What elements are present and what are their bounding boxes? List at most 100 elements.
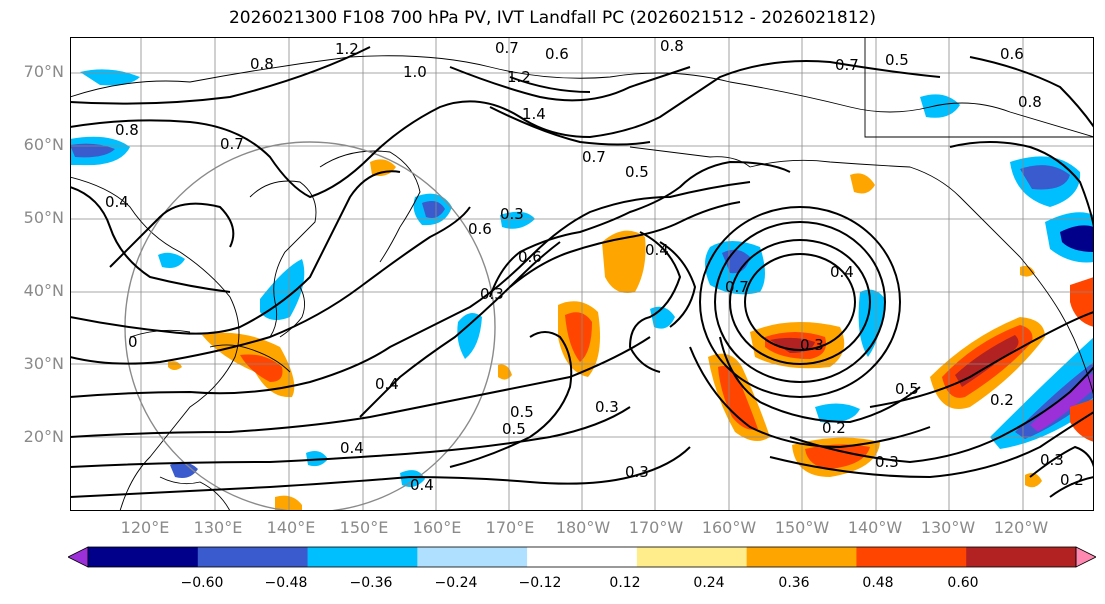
contour-label: 1.2: [335, 40, 359, 58]
lon-label: 150°E: [339, 518, 389, 537]
contour-label: 0.4: [375, 375, 399, 393]
lon-label: 130°W: [920, 518, 976, 537]
shade-warm-patch: [1020, 265, 1035, 277]
contour-label: 0.5: [885, 51, 909, 69]
shade-blue-patch: [400, 470, 425, 487]
contour-label: 0.3: [800, 336, 824, 354]
contour-label: 0.6: [518, 248, 542, 266]
shade-warm-patch: [718, 366, 758, 430]
shade-purple-band: [1030, 372, 1094, 432]
colorbar-tick-label: −0.12: [518, 575, 562, 591]
lon-label: 170°E: [485, 518, 535, 537]
lat-label: 70°N: [23, 62, 64, 81]
contour-label: 0.6: [468, 220, 492, 238]
contour-label: 0.7: [495, 39, 519, 57]
map-panel: 1.2 0.8 0.7 0.6 1.0 1.2 1.4 0.8 0.7 0.5 …: [70, 37, 1094, 511]
colorbar-tick-label: 0.36: [778, 575, 810, 591]
shade-purple-band: [990, 337, 1094, 449]
shade-warm-patch: [1025, 473, 1042, 488]
map-title: 2026021300 F108 700 hPa PV, IVT Landfall…: [228, 8, 876, 28]
contour-label: 0.8: [660, 37, 684, 55]
shade-warm-patch: [240, 354, 283, 382]
contour-label: 0.7: [835, 56, 859, 74]
shade-blue-patch: [457, 313, 482, 359]
contour-label: 0.8: [115, 121, 139, 139]
shade-warm-patch: [805, 444, 870, 469]
colorbar-segment: [527, 547, 638, 567]
contour-label: 0.4: [830, 263, 854, 281]
colorbar-tick-label: −0.48: [264, 575, 308, 591]
colorbar-tick-label: −0.36: [349, 575, 393, 591]
colorbar-tick-label: 0.48: [862, 575, 894, 591]
contour-label: 0.4: [105, 193, 129, 211]
shade-blue-patch: [170, 461, 198, 478]
contour-label: 0.2: [822, 419, 846, 437]
contour-label: 0.4: [645, 241, 669, 259]
contour-label: 0.5: [510, 403, 534, 421]
contour-label: 0: [128, 333, 138, 351]
contour-label: 0.3: [595, 398, 619, 416]
colorbar-segment: [417, 547, 528, 567]
colorbar-tick-label: −0.60: [180, 575, 224, 591]
anomaly-shading: [70, 69, 1094, 511]
lat-label: 30°N: [23, 354, 64, 373]
colorbar-segment: [966, 547, 1077, 567]
lat-label: 60°N: [23, 135, 64, 154]
contour-label: 0.7: [220, 135, 244, 153]
contour-label: 0.2: [990, 391, 1014, 409]
contour-label: 0.7: [725, 278, 749, 296]
lon-label: 120°E: [120, 518, 170, 537]
pv-contours: [70, 46, 1094, 498]
contour-label: 0.6: [545, 45, 569, 63]
colorbar-extension-high: [1075, 546, 1096, 568]
colorbar-segment: [197, 547, 309, 567]
shade-blue-patch: [1060, 225, 1094, 252]
lon-label: 180°W: [555, 518, 611, 537]
shade-blue-patch: [422, 201, 445, 218]
contour-label: 0.3: [875, 453, 899, 471]
lat-label: 40°N: [23, 281, 64, 300]
colorbar-extension-low: [68, 546, 89, 568]
colorbar-segment: [307, 547, 418, 567]
lat-label: 50°N: [23, 208, 64, 227]
contour-label: 0.3: [500, 205, 524, 223]
colorbar-tick-label: 0.12: [609, 575, 641, 591]
shade-blue-patch: [1020, 165, 1070, 190]
shade-blue-patch: [815, 403, 860, 423]
contour-label: 0.2: [1060, 471, 1084, 489]
lon-label: 140°W: [847, 518, 903, 537]
lon-label: 140°E: [266, 518, 316, 537]
contour-label: 0.4: [410, 476, 434, 494]
contour-label: 0.3: [480, 285, 504, 303]
shade-warm-patch: [498, 364, 512, 380]
colorbar-border: [87, 546, 1077, 568]
lon-label: 170°W: [628, 518, 684, 537]
lat-label: 20°N: [23, 427, 64, 446]
lon-label: 160°W: [701, 518, 757, 537]
shade-warm-patch: [275, 495, 302, 511]
colorbar-segment: [746, 547, 857, 567]
colorbar-tick-label: 0.60: [947, 575, 979, 591]
contour-label: 1.0: [403, 63, 427, 81]
contour-label-group: 1.2 0.8 0.7 0.6 1.0 1.2 1.4 0.8 0.7 0.5 …: [105, 37, 1084, 494]
colorbar-tick-label: 0.24: [693, 575, 725, 591]
contour-label: 0.4: [340, 439, 364, 457]
contour-label: 0.6: [1000, 45, 1024, 63]
shade-warm-patch: [602, 230, 646, 293]
shade-warm-patch: [955, 335, 1019, 387]
contour-label: 1.2: [507, 68, 531, 86]
shade-blue-patch: [858, 289, 885, 357]
lon-label: 130°E: [193, 518, 243, 537]
contour-label: 0.5: [502, 420, 526, 438]
shade-purple-band: [1015, 362, 1094, 439]
shade-blue-patch: [158, 252, 185, 268]
colorbar-segment: [636, 547, 748, 567]
shade-blue-patch: [70, 143, 115, 158]
contour-label: 0.7: [582, 148, 606, 166]
contour-label: 0.8: [1018, 93, 1042, 111]
contour-label: 1.4: [522, 105, 546, 123]
colorbar-tick-label: −0.24: [434, 575, 478, 591]
colorbar-segment: [856, 547, 967, 567]
shade-blue-patch: [260, 259, 305, 321]
contour-label: 0.5: [895, 380, 919, 398]
